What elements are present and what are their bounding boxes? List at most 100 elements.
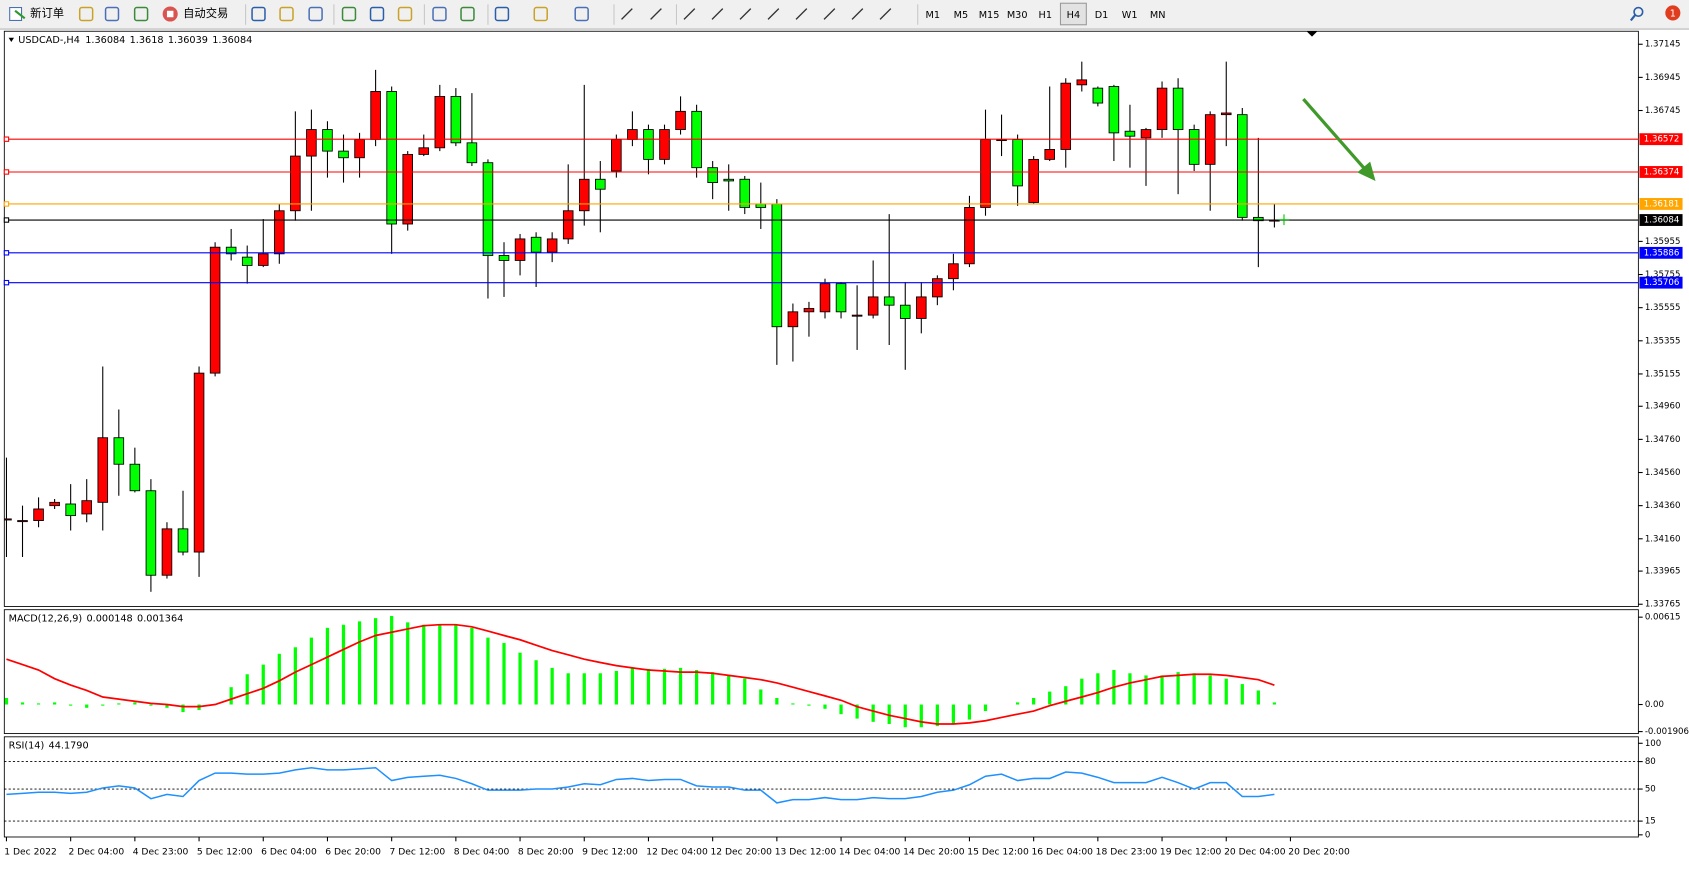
x-tick-label: 6 Dec 20:00 <box>325 848 381 858</box>
candle-body <box>65 503 76 517</box>
trend-arrow <box>1302 98 1368 172</box>
low: 1.36039 <box>168 35 208 46</box>
candle-body <box>595 178 606 190</box>
timeframe-button[interactable]: M30 <box>1007 10 1028 21</box>
new-order-button[interactable]: 新订单 <box>9 6 64 22</box>
tool-button[interactable] <box>341 6 357 22</box>
y-tick-label: 1.34960 <box>1645 402 1681 412</box>
price-line-label: 1.36374 <box>1644 167 1680 177</box>
candle-body <box>1092 87 1104 104</box>
timeframe-button[interactable]: M1 <box>926 10 941 21</box>
x-tick-label: 15 Dec 12:00 <box>967 848 1029 858</box>
candle-body <box>129 463 141 492</box>
candle-body <box>322 129 333 152</box>
tool-button[interactable] <box>650 8 662 20</box>
y-tick-label: 1.35155 <box>1645 369 1681 379</box>
candle-body <box>49 501 60 507</box>
trend-arrow-head <box>1357 161 1376 181</box>
tool-button[interactable] <box>739 8 752 20</box>
tool-button[interactable] <box>879 8 892 20</box>
candle-body <box>1172 87 1184 130</box>
candle-body <box>835 283 847 313</box>
candle-body <box>257 253 269 266</box>
tool-icon <box>460 6 475 22</box>
tool-button[interactable] <box>104 6 120 22</box>
symbol-menu-arrow[interactable] <box>8 37 15 43</box>
timeframe-button[interactable]: M15 <box>979 10 1000 21</box>
tool-button[interactable] <box>574 6 589 22</box>
timeframe-button[interactable]: MN <box>1150 10 1166 21</box>
timeframe-button[interactable]: W1 <box>1122 10 1138 21</box>
candle-body <box>723 178 734 182</box>
timeframe-button[interactable]: D1 <box>1095 10 1109 21</box>
candles <box>4 61 1280 592</box>
candle-body <box>418 147 430 155</box>
candle-body <box>97 437 109 503</box>
tool-button[interactable] <box>432 6 447 22</box>
price-line-label-bg <box>1639 133 1683 146</box>
tool-button[interactable] <box>533 6 548 22</box>
candle-body <box>33 508 44 521</box>
y-tick-label: 1.36745 <box>1645 106 1681 116</box>
tool-icon <box>133 6 149 22</box>
y-tick-label: 1.33965 <box>1645 567 1681 577</box>
tool-button[interactable] <box>251 6 266 22</box>
tool-button[interactable] <box>767 8 780 20</box>
timeframe-button[interactable]: M5 <box>954 10 969 21</box>
candle-body <box>113 437 125 465</box>
tool-button[interactable] <box>279 6 294 22</box>
candle-body <box>932 278 943 298</box>
candle-body <box>193 372 205 553</box>
candle-body <box>611 139 622 172</box>
candle-body <box>498 255 510 261</box>
icon <box>14 9 26 20</box>
candle-body <box>851 314 863 317</box>
tool-button[interactable] <box>851 8 864 20</box>
candle-body <box>530 236 542 253</box>
tool-icon <box>279 6 294 22</box>
tool-button[interactable] <box>683 8 696 20</box>
candle-body <box>402 153 413 225</box>
timeframe-button[interactable]: H1 <box>1039 10 1052 21</box>
tool-button[interactable] <box>711 8 724 20</box>
tool-button[interactable] <box>460 6 475 22</box>
tool-button[interactable] <box>795 8 808 20</box>
x-tick-label: 20 Dec 04:00 <box>1224 848 1286 858</box>
y-tick-label: 1.37145 <box>1645 40 1681 50</box>
tool-button[interactable] <box>369 6 385 22</box>
x-tick-label: 12 Dec 20:00 <box>711 848 773 858</box>
candle-body <box>1220 112 1232 116</box>
search-button[interactable] <box>1629 6 1644 22</box>
price-line-label: 1.35706 <box>1644 278 1680 288</box>
candle-body <box>225 246 237 255</box>
tool-button[interactable] <box>621 8 633 20</box>
price-line-label: 1.36572 <box>1644 135 1680 145</box>
candle-body <box>1188 129 1200 165</box>
tool-button[interactable] <box>78 6 94 22</box>
tool-icon <box>308 6 323 22</box>
tool-button[interactable] <box>823 8 836 20</box>
tool-button[interactable] <box>397 6 413 22</box>
candle-body <box>643 129 654 160</box>
tool-button[interactable] <box>494 6 510 22</box>
candle-body <box>819 283 831 313</box>
candle-body <box>177 528 189 553</box>
candle-body <box>980 139 991 208</box>
x-tick-label: 7 Dec 12:00 <box>390 848 446 858</box>
tool-icon <box>432 6 447 22</box>
signal-value: 0.001364 <box>137 613 183 624</box>
y-tick-label: 1.35355 <box>1645 336 1681 346</box>
tool-button[interactable] <box>308 6 323 22</box>
icon <box>1633 6 1644 17</box>
notifications-button[interactable]: 1 <box>1665 5 1681 21</box>
tool-icon <box>795 8 808 20</box>
toolbar: 新订单 自动交易 M1 M5 M15 M30 H1 H4 D1 W1 MN 1 <box>0 0 1689 30</box>
candle-body <box>964 207 975 265</box>
x-tick-label: 19 Dec 12:00 <box>1160 848 1222 858</box>
auto-trading-button[interactable]: 自动交易 <box>162 6 229 22</box>
timeframe-button[interactable]: H4 <box>1059 2 1087 26</box>
y-tick-label: 15 <box>1645 817 1656 827</box>
tool-button[interactable] <box>133 6 149 22</box>
candle-body <box>450 96 462 144</box>
